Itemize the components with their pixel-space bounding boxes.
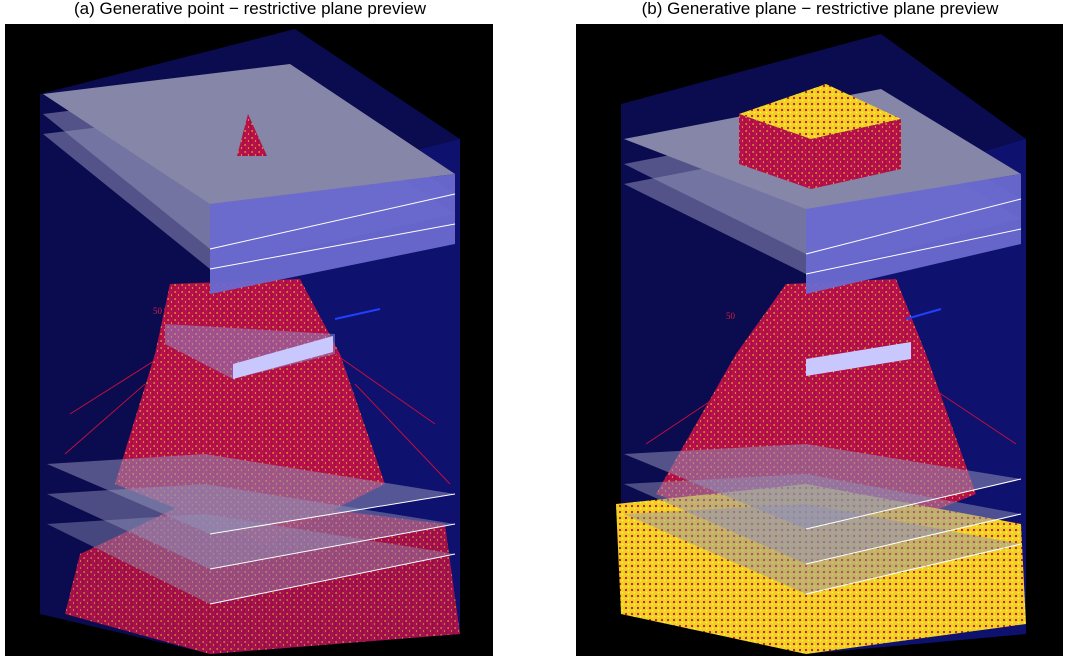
axis-label: 50 [153,306,163,316]
caption: (b) Generative plane − restrictive plane… [642,0,999,18]
render-panel: 50 [5,24,493,656]
caption: (a) Generative point − restrictive plane… [74,0,427,18]
axis-label: 50 [726,311,736,321]
render-panel: 50 [576,24,1063,656]
